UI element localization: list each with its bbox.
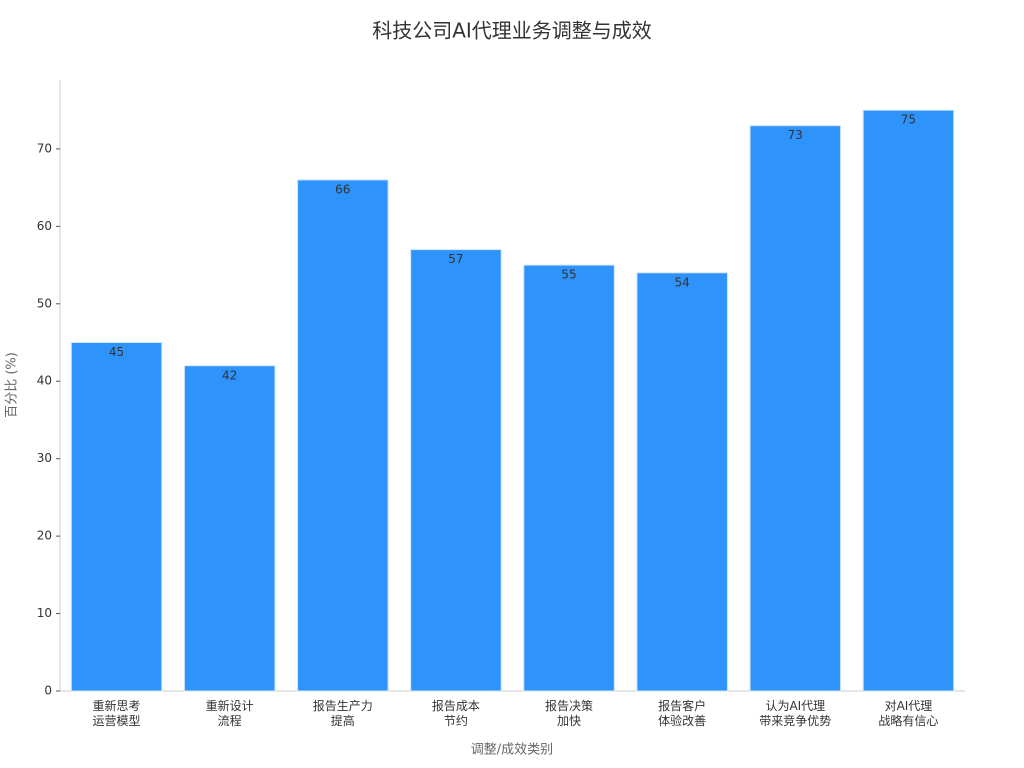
chart-title: 科技公司AI代理业务调整与成效 (372, 19, 652, 43)
x-axis-title: 调整/成效类别 (471, 743, 553, 758)
bar (749, 125, 842, 692)
data-label: 66 (335, 182, 350, 196)
x-tick-label: 报告客户 体验改善 (658, 699, 707, 728)
y-tick-label: 30 (37, 451, 52, 465)
bar (297, 179, 389, 692)
x-tick-label: 重新设计 流程 (205, 699, 254, 728)
data-label: 42 (222, 368, 237, 382)
data-label: 57 (448, 252, 463, 266)
bar (862, 109, 955, 692)
y-tick-label: 60 (37, 219, 52, 233)
bar (410, 249, 502, 692)
y-axis-title: 百分比 (%) (5, 352, 20, 418)
data-label: 54 (675, 275, 690, 289)
y-tick-label: 50 (37, 296, 52, 310)
x-tick-label: 重新思考 运营模型 (92, 699, 141, 728)
y-tick-label: 70 (37, 141, 52, 155)
x-tick-label: 报告决策 加快 (545, 699, 594, 728)
x-tick-label: 认为AI代理 带来竞争优势 (759, 699, 832, 728)
y-tick-label: 20 (37, 529, 52, 543)
data-label: 55 (561, 268, 576, 282)
x-tick-label: 对AI代理 战略有信心 (878, 699, 939, 728)
bar (523, 264, 615, 692)
y-tick-label: 40 (37, 374, 52, 388)
bar (636, 272, 728, 692)
data-label: 73 (788, 128, 803, 142)
bar (70, 342, 163, 692)
bar (183, 365, 276, 692)
x-tick-label: 报告生产力 提高 (312, 699, 373, 728)
y-tick-label: 10 (37, 606, 52, 620)
x-tick-label: 报告成本 节约 (431, 699, 480, 728)
y-tick-label: 0 (44, 684, 52, 698)
data-label: 75 (901, 113, 916, 127)
data-label: 45 (109, 345, 124, 359)
